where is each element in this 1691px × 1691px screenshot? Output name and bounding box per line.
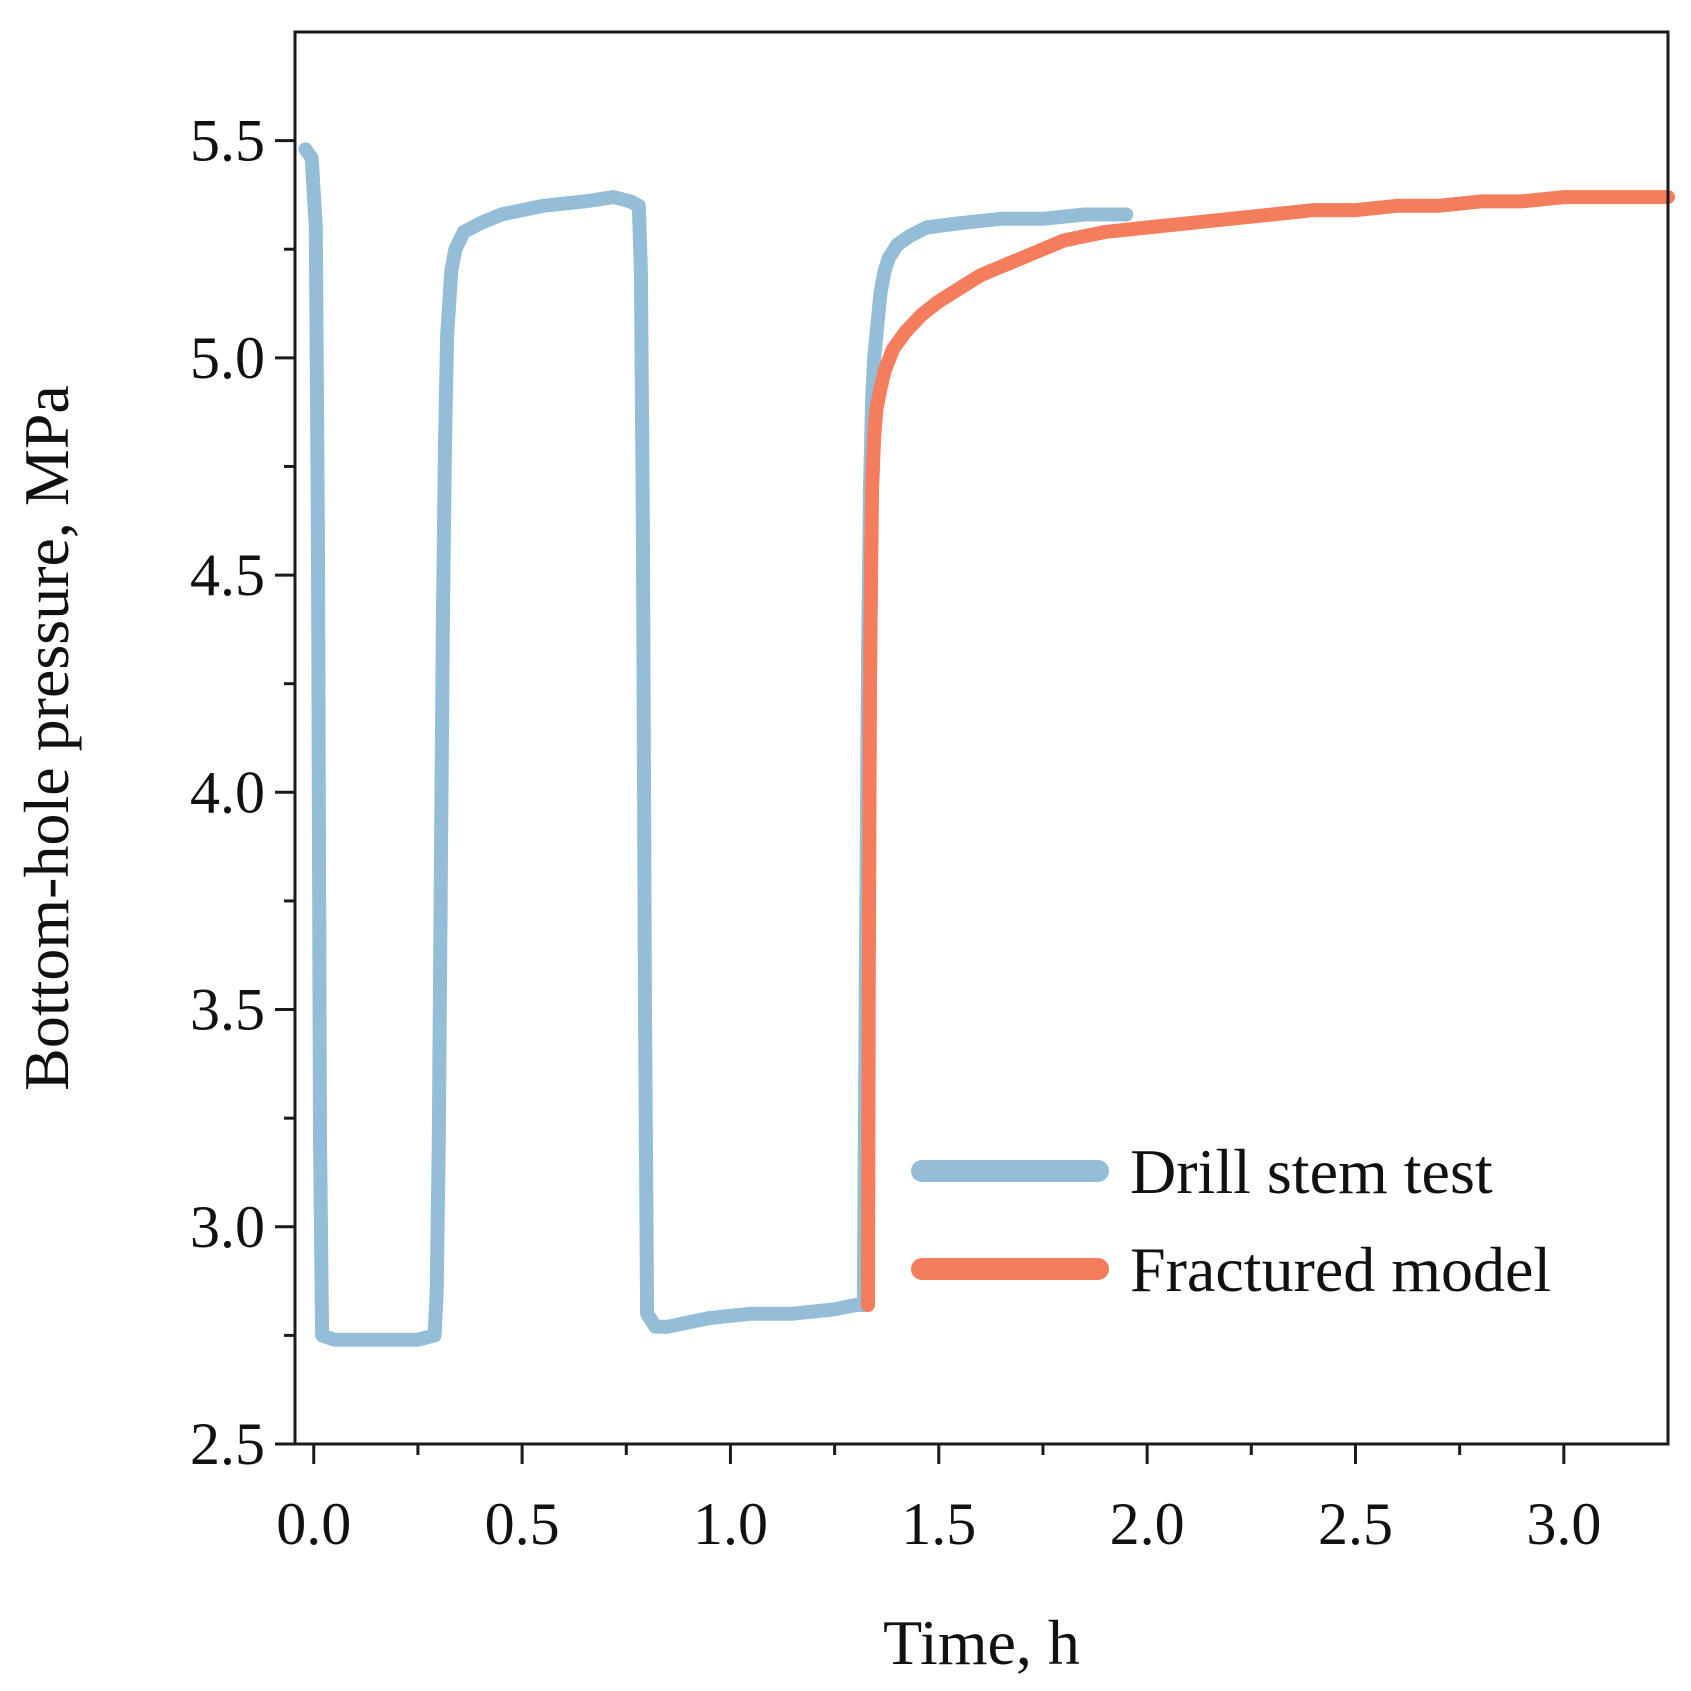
plot-series-group bbox=[298, 142, 1675, 1347]
y-axis-title: Bottom-hole pressure, MPa bbox=[11, 385, 82, 1091]
legend-label-drill-stem-test: Drill stem test bbox=[1130, 1136, 1493, 1207]
series-line-fractured-model bbox=[861, 190, 1675, 1312]
x-tick-label: 2.0 bbox=[1110, 1491, 1185, 1557]
x-axis: 0.0 0.5 1.0 1.5 2.0 2.5 3.0 bbox=[276, 1444, 1601, 1557]
legend-label-fractured-model: Fractured model bbox=[1130, 1234, 1551, 1305]
y-tick-label: 5.5 bbox=[190, 108, 265, 174]
x-tick-label: 3.0 bbox=[1526, 1491, 1601, 1557]
x-tick-label: 0.5 bbox=[485, 1491, 560, 1557]
y-axis: 2.5 3.0 3.5 4.0 4.5 5.0 5.5 bbox=[190, 108, 295, 1477]
series-line-drill-stem-test bbox=[298, 142, 1134, 1347]
y-tick-label: 5.0 bbox=[190, 325, 265, 391]
y-tick-label: 4.0 bbox=[190, 759, 265, 825]
x-tick-label: 1.0 bbox=[693, 1491, 768, 1557]
y-tick-label: 3.5 bbox=[190, 977, 265, 1043]
plot-frame bbox=[293, 30, 1670, 1446]
x-tick-label: 0.0 bbox=[276, 1491, 351, 1557]
x-tick-label: 1.5 bbox=[901, 1491, 976, 1557]
legend: Drill stem test Fractured model bbox=[911, 1136, 1551, 1305]
y-tick-label: 3.0 bbox=[190, 1194, 265, 1260]
x-axis-title: Time, h bbox=[883, 1607, 1080, 1678]
y-tick-label: 2.5 bbox=[190, 1411, 265, 1477]
y-tick-label: 4.5 bbox=[190, 542, 265, 608]
x-tick-label: 2.5 bbox=[1318, 1491, 1393, 1557]
